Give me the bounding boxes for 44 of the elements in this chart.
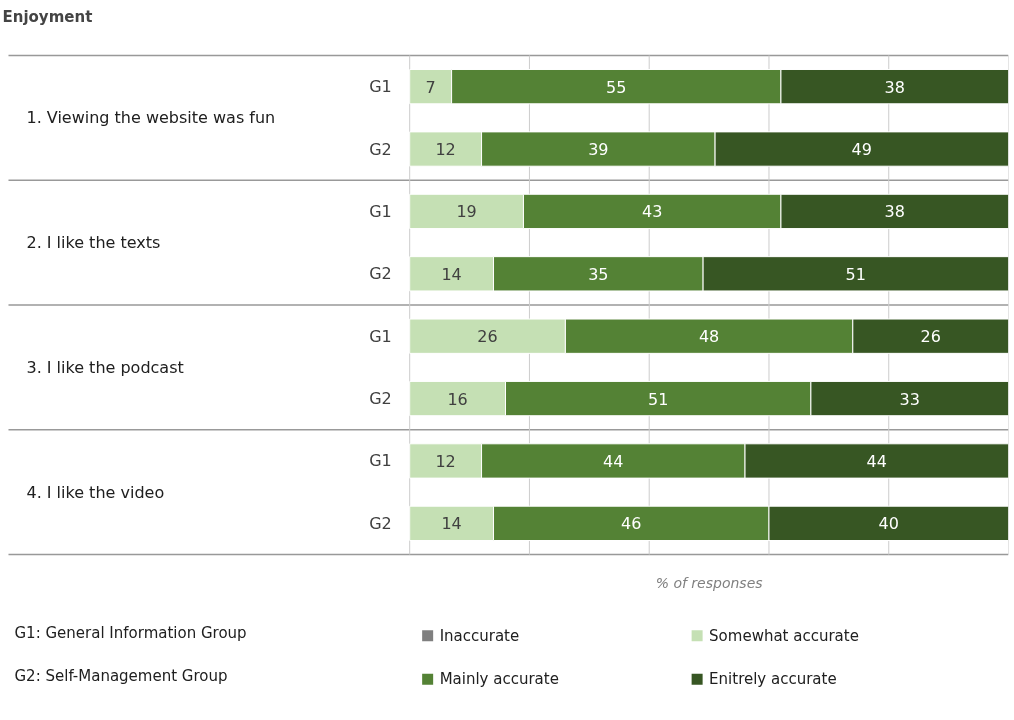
y-tick-label: G1 <box>369 451 392 471</box>
data-label: 14 <box>441 264 462 284</box>
data-label: 14 <box>441 514 462 534</box>
data-label: 19 <box>456 202 477 222</box>
text: Enjoyment <box>2 7 93 26</box>
y-tick-label: G2 <box>369 513 392 533</box>
data-label: 33 <box>899 389 920 409</box>
legend-label: Somewhat accurate <box>709 626 859 645</box>
text: G2: Self-Management Group <box>14 667 228 686</box>
legend-label: Mainly accurate <box>439 670 559 689</box>
y-tick-label: G1 <box>369 201 392 221</box>
data-label: 46 <box>621 514 642 534</box>
data-label: 38 <box>884 202 905 222</box>
y-tick-label: G2 <box>369 264 392 284</box>
data-label: 48 <box>698 327 720 347</box>
data-label: 39 <box>588 140 609 160</box>
data-label: 16 <box>447 389 468 409</box>
y-tick-label: G2 <box>369 389 392 409</box>
legend-label: Inaccurate <box>439 626 520 645</box>
data-label: 35 <box>588 264 609 284</box>
data-label: 55 <box>606 77 627 97</box>
y-tick-label: G2 <box>369 139 392 159</box>
data-label: 40 <box>878 514 899 534</box>
data-label: 44 <box>866 451 887 471</box>
legend-label: Enitrely accurate <box>709 670 837 689</box>
data-label: 12 <box>435 451 456 471</box>
y-tick-label: G1 <box>369 77 392 97</box>
data-label: 51 <box>648 389 669 409</box>
y-tick-label: G1 <box>369 326 392 346</box>
data-label: 51 <box>845 264 866 284</box>
text: 3. I like the podcast <box>26 357 184 377</box>
data-label: 7 <box>425 77 436 97</box>
data-label: 26 <box>477 327 498 347</box>
text: 1. Viewing the website was fun <box>26 108 276 128</box>
data-label: 43 <box>642 202 663 222</box>
data-label: 38 <box>884 77 905 97</box>
data-label: 44 <box>603 451 624 471</box>
data-label: 12 <box>435 140 456 160</box>
x-axis-title: % of responses <box>655 574 763 591</box>
text: 4. I like the video <box>26 482 165 502</box>
text: 2. I like the texts <box>26 233 161 253</box>
data-label: 49 <box>851 140 872 160</box>
text: G1: General Information Group <box>14 623 247 642</box>
data-label: 26 <box>920 327 941 347</box>
